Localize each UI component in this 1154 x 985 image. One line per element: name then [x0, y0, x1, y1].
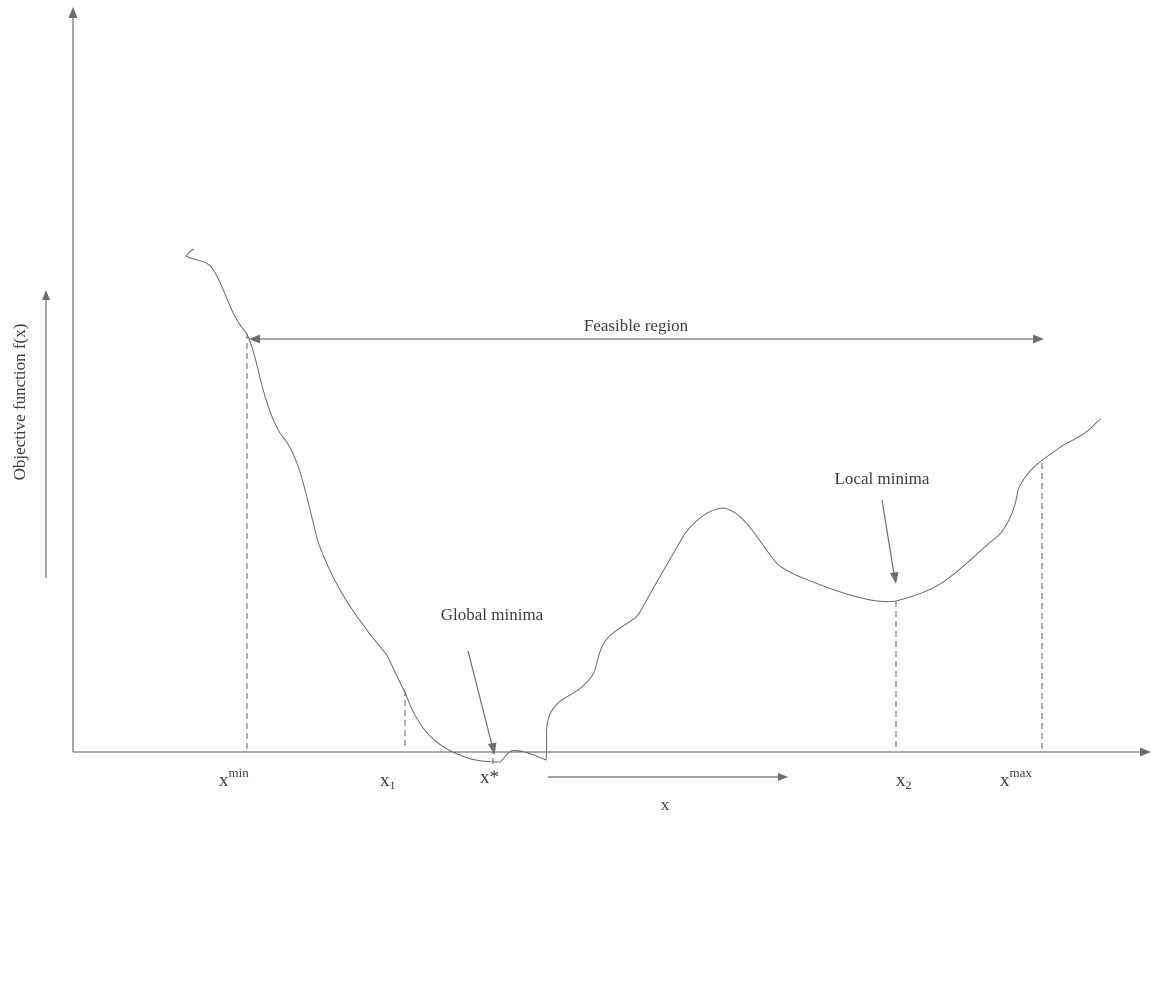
x2-tick-base: x [896, 770, 906, 791]
x2-tick-sub: 2 [906, 778, 912, 792]
x-max-tick-label: xmax [1000, 765, 1032, 791]
local-minima-label: Local minima [835, 469, 930, 488]
y-direction-indicator: Objective function f(x) [10, 290, 50, 578]
x1-tick-label: x1 [380, 770, 396, 792]
global-minima-label: Global minima [441, 605, 544, 624]
x-min-tick-sup: min [229, 765, 250, 780]
feasible-region-right-arrowhead [1033, 334, 1044, 344]
x1-tick-sub: 1 [390, 778, 396, 792]
x-star-tick-label: x* [480, 767, 499, 788]
y-axis-label: Objective function f(x) [10, 324, 29, 481]
local-minima-annotation: Local minima [835, 469, 930, 584]
x-axis-label: x [661, 795, 670, 814]
global-minima-annotation: Global minima [441, 605, 544, 755]
x-max-tick-sup: max [1010, 765, 1033, 780]
axes [68, 7, 1151, 757]
y-direction-arrowhead [42, 290, 50, 300]
x-direction-arrowhead [778, 773, 788, 781]
local-minima-pointer [881, 499, 895, 575]
x-min-tick-base: x [219, 770, 229, 791]
feasible-region-left-arrowhead [249, 334, 260, 344]
x-max-tick-base: x [1000, 770, 1010, 791]
x-axis-arrowhead [1140, 747, 1151, 757]
x-tick-labels: xmin x1 x* x2 xmax [219, 765, 1032, 792]
global-minima-pointer-head [488, 742, 497, 755]
x2-tick-label: x2 [896, 770, 912, 792]
local-minima-pointer-head [890, 572, 899, 584]
y-axis-arrowhead [68, 7, 78, 18]
x-direction-indicator: x [548, 773, 788, 814]
feasible-region-indicator: Feasible region [249, 316, 1044, 344]
x1-tick-base: x [380, 770, 390, 791]
objective-function-curve [185, 248, 1102, 763]
guide-lines [246, 333, 1043, 764]
x-min-tick-label: xmin [219, 765, 249, 791]
feasible-region-label: Feasible region [584, 316, 689, 335]
global-minima-pointer [467, 650, 493, 746]
